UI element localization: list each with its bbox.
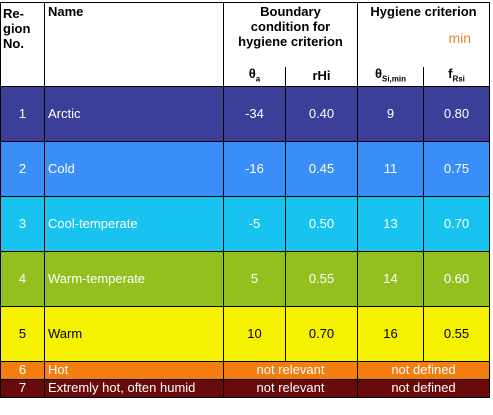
theta-a-value: -34 bbox=[223, 86, 286, 142]
region-name: Hot bbox=[44, 361, 224, 380]
hygiene-not-defined: not defined bbox=[356, 361, 491, 380]
region-no: 7 bbox=[0, 379, 45, 398]
rhi-value: 0.40 bbox=[285, 86, 358, 142]
header-boundary-line-1: Boundary bbox=[260, 4, 321, 19]
header-region-line-2: gion bbox=[3, 20, 31, 36]
header-name: Name bbox=[44, 2, 224, 87]
boundary-not-relevant: not relevant bbox=[223, 361, 358, 380]
rhi-value: 0.50 bbox=[285, 196, 358, 252]
header-row-sub: θa rHi θSi,min fRsi bbox=[1, 66, 491, 87]
frsi-value: 0.60 bbox=[422, 251, 491, 307]
frsi-value: 0.55 bbox=[422, 306, 491, 362]
header-rhi: rHi bbox=[285, 66, 358, 87]
boundary-not-relevant: not relevant bbox=[223, 379, 358, 398]
region-name: Warm bbox=[44, 306, 224, 362]
rhi-value: 0.70 bbox=[285, 306, 358, 362]
header-frsi: fRsi bbox=[422, 66, 491, 87]
header-region-line-1: Re- bbox=[3, 6, 24, 21]
climate-region-table: Re- gion No. Name Boundary condition for… bbox=[0, 2, 491, 398]
region-no: 1 bbox=[0, 86, 45, 142]
theta-si-min-value: 16 bbox=[357, 306, 424, 362]
theta-si-min-value: 14 bbox=[357, 251, 424, 307]
header-hygiene-criterion: Hygiene criterion min bbox=[356, 2, 491, 67]
table-row-warm: 5 Warm 10 0.70 16 0.55 bbox=[0, 306, 491, 362]
theta-si-min-value: 11 bbox=[357, 141, 424, 197]
frsi-value: 0.70 bbox=[422, 196, 491, 252]
header-row-top: Re- gion No. Name Boundary condition for… bbox=[0, 2, 491, 87]
theta-a-value: 10 bbox=[223, 306, 286, 362]
header-min-label: min bbox=[448, 29, 472, 46]
region-no: 2 bbox=[0, 141, 45, 197]
region-name: Warm-temperate bbox=[44, 251, 224, 307]
table-row-extremely-hot: 7 Extremly hot, often humid not relevant… bbox=[0, 379, 491, 398]
rhi-value: 0.55 bbox=[285, 251, 358, 307]
table-row-cool-temperate: 3 Cool-temperate -5 0.50 13 0.70 bbox=[0, 196, 491, 252]
region-no: 5 bbox=[0, 306, 45, 362]
region-name: Cool-temperate bbox=[44, 196, 224, 252]
frsi-value: 0.80 bbox=[422, 86, 491, 142]
table-row-cold: 2 Cold -16 0.45 11 0.75 bbox=[0, 141, 491, 197]
region-name: Arctic bbox=[44, 86, 224, 142]
theta-si-min-value: 13 bbox=[357, 196, 424, 252]
table-row-arctic: 1 Arctic -34 0.40 9 0.80 bbox=[0, 86, 491, 142]
header-theta-a: θa bbox=[223, 66, 286, 87]
theta-si-min-value: 9 bbox=[357, 86, 424, 142]
header-boundary-line-3: hygiene criterion bbox=[238, 33, 343, 49]
header-region-no: Re- gion No. bbox=[0, 2, 45, 87]
header-boundary-line-2: condition for bbox=[250, 18, 331, 34]
table-row-warm-temperate: 4 Warm-temperate 5 0.55 14 0.60 bbox=[0, 251, 491, 307]
table-row-hot: 6 Hot not relevant not defined bbox=[0, 361, 491, 380]
hygiene-not-defined: not defined bbox=[356, 379, 491, 398]
theta-a-value: -16 bbox=[223, 141, 286, 197]
theta-a-value: 5 bbox=[223, 251, 286, 307]
header-region-line-3: No. bbox=[3, 35, 24, 51]
region-no: 4 bbox=[0, 251, 45, 307]
header-boundary-condition: Boundary condition for hygiene criterion bbox=[223, 2, 358, 67]
region-name: Cold bbox=[44, 141, 224, 197]
region-no: 6 bbox=[0, 361, 45, 380]
frsi-value: 0.75 bbox=[422, 141, 491, 197]
header-theta-si-min: θSi,min bbox=[357, 66, 424, 87]
rhi-value: 0.45 bbox=[285, 141, 358, 197]
theta-a-value: -5 bbox=[223, 196, 286, 252]
region-no: 3 bbox=[0, 196, 45, 252]
region-name: Extremly hot, often humid bbox=[44, 379, 224, 398]
header-hygiene-label: Hygiene criterion bbox=[370, 4, 477, 19]
